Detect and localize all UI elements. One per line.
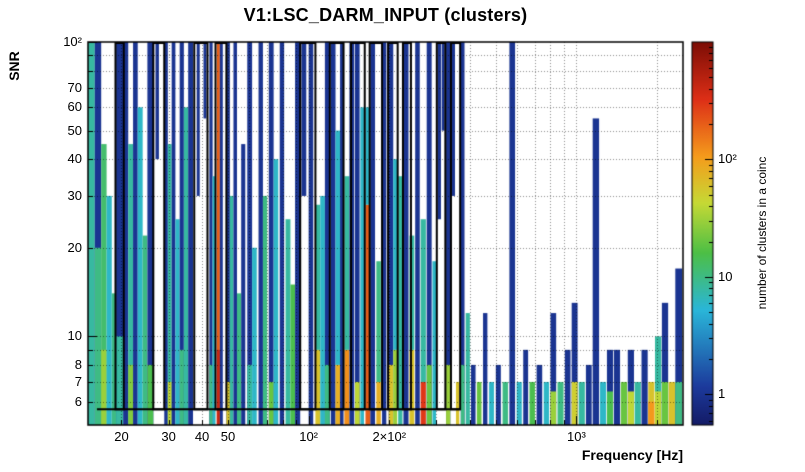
x-tick-label-40: 40	[194, 429, 210, 444]
colorbar-tick-label-100: 10²	[718, 151, 737, 167]
x-tick-label-200: 2×10²	[372, 429, 407, 444]
colorbar-title: number of clusters in a coinc	[755, 156, 769, 310]
y-tick-label-70: 70	[67, 79, 82, 95]
x-tick-label-100: 10²	[299, 429, 319, 444]
y-tick-label-100: 10²	[63, 34, 82, 49]
y-axis-title: SNR	[6, 51, 22, 81]
colorbar-tick-label-1: 1	[718, 386, 726, 402]
y-tick-label-50: 50	[67, 122, 82, 138]
y-tick-label-30: 30	[67, 187, 82, 203]
x-tick-label-50: 50	[220, 429, 236, 444]
x-tick-label-1000: 10³	[567, 429, 586, 444]
x-axis-title: Frequency [Hz]	[581, 447, 683, 463]
y-tick-label-40: 40	[67, 151, 82, 167]
y-tick-label-8: 8	[74, 356, 82, 372]
y-tick-label-6: 6	[74, 393, 82, 409]
y-tick-label-7: 7	[74, 373, 82, 389]
y-tick-label-60: 60	[67, 99, 82, 115]
y-tick-label-20: 20	[67, 239, 82, 255]
x-tick-label-20: 20	[114, 429, 129, 444]
y-tick-label-10: 10	[67, 328, 82, 344]
x-tick-label-30: 30	[161, 429, 176, 444]
chart-title: V1:LSC_DARM_INPUT (clusters)	[243, 5, 528, 25]
colorbar-tick-label-10: 10	[718, 268, 733, 284]
